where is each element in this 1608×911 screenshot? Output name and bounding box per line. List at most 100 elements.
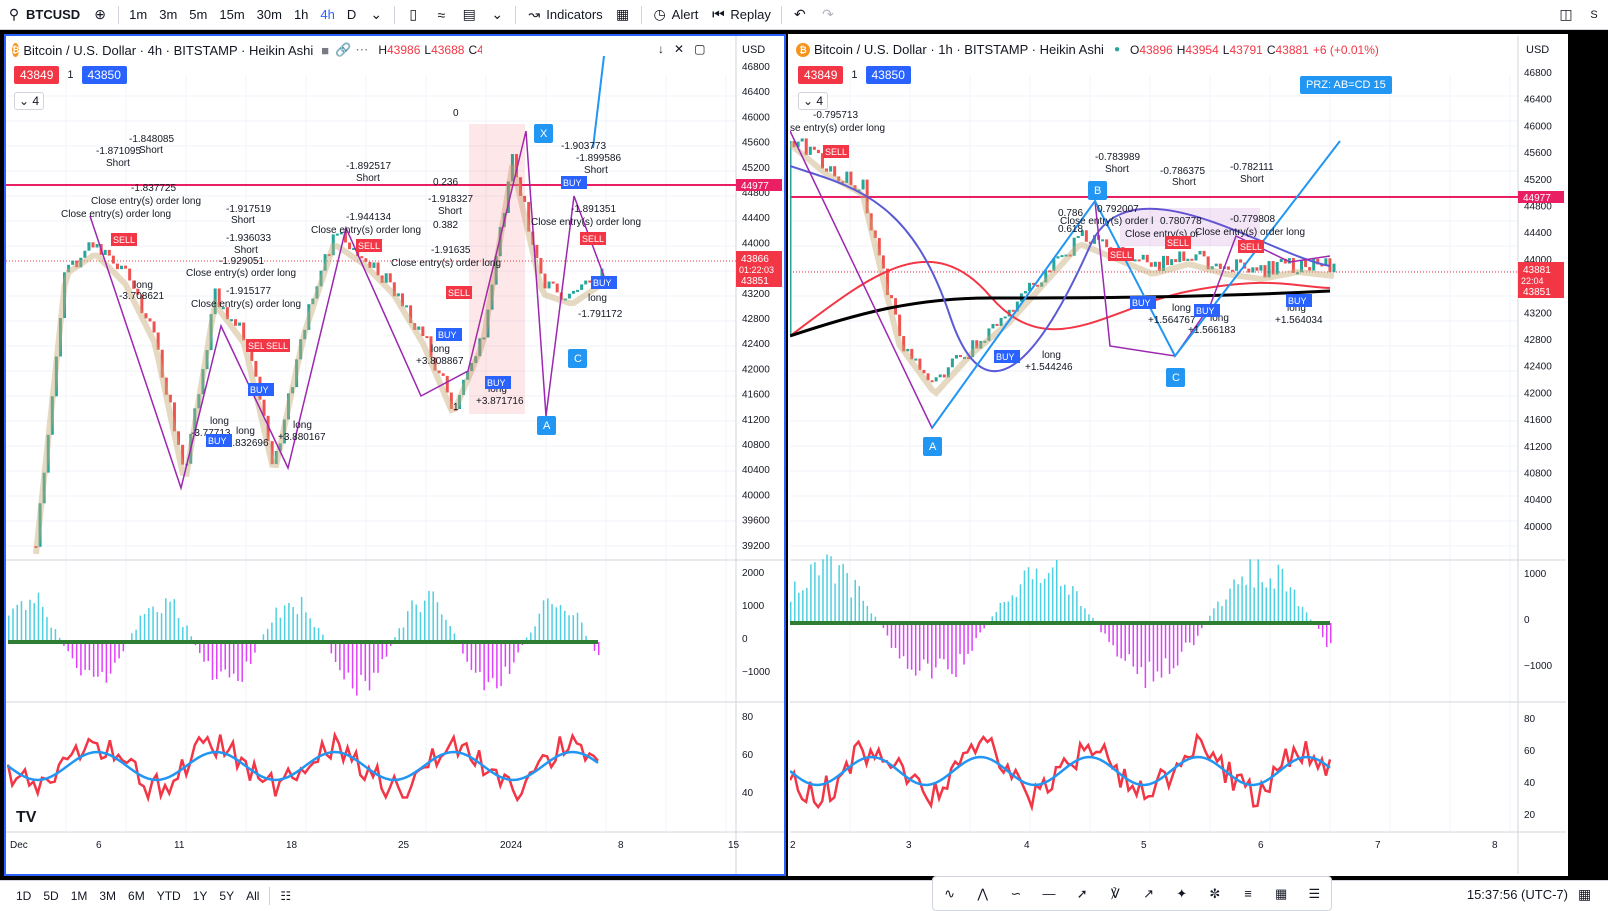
price-tick-label: 40800 bbox=[1524, 469, 1552, 480]
chart-type-line[interactable]: ≈ bbox=[427, 0, 455, 30]
maximize-icon[interactable]: ▢ bbox=[694, 42, 706, 56]
date-range-button[interactable]: ☷ bbox=[274, 889, 297, 903]
heikin-ashi-candle bbox=[262, 399, 266, 416]
tradingview-logo: TV bbox=[16, 809, 37, 826]
bitcoin-icon: ₿ bbox=[796, 42, 810, 57]
signal-tag bbox=[1130, 296, 1156, 309]
right-chart-panel[interactable]: 46800 46400 46000 45600 45200 44800 44400 44000… bbox=[788, 34, 1568, 876]
trend-line-icon[interactable]: ➚ bbox=[1076, 885, 1088, 901]
alarm-clock-icon: ◷ bbox=[653, 6, 666, 22]
arrow-down-icon[interactable]: ↓ bbox=[658, 42, 664, 56]
divider bbox=[515, 5, 517, 24]
ray-icon[interactable]: ↗ bbox=[1143, 885, 1154, 901]
right-chart-canvas[interactable]: 4680046400460004560045200448004440044000… bbox=[790, 36, 1566, 874]
account-button[interactable]: S bbox=[1580, 0, 1608, 30]
link-icon[interactable]: 🔗 bbox=[335, 42, 352, 57]
macd-histogram-bar bbox=[8, 615, 10, 642]
horizontal-line-icon[interactable]: — bbox=[1042, 886, 1056, 901]
chart-type-candles[interactable]: ▯ bbox=[399, 0, 427, 30]
interval-dropdown[interactable]: ⌄ bbox=[362, 0, 390, 30]
heikin-ashi-candle bbox=[543, 273, 547, 289]
undo-button[interactable]: ↶ bbox=[786, 0, 814, 30]
eye-icon[interactable]: ■ bbox=[321, 42, 330, 58]
macd-histogram-bar bbox=[241, 642, 243, 682]
price-tick-label: 46000 bbox=[742, 112, 770, 123]
heikin-ashi-candle bbox=[930, 380, 934, 383]
left-indicator-toggle[interactable]: ⌄ 4 bbox=[14, 92, 45, 110]
heikin-ashi-candle bbox=[1048, 270, 1052, 273]
menu-icon[interactable]: ☰ bbox=[1308, 885, 1321, 901]
buy-price-button[interactable]: 43850 bbox=[81, 66, 127, 84]
signal-tag-text: BUY bbox=[487, 378, 506, 388]
range-1d[interactable]: 1D bbox=[16, 889, 32, 903]
macd-histogram-bar bbox=[254, 642, 256, 653]
macd-histogram-bar bbox=[46, 617, 48, 642]
sell-price-button[interactable]: 43849 bbox=[798, 66, 844, 84]
buy-price-button[interactable]: 43850 bbox=[865, 66, 911, 84]
pitchfork-icon[interactable]: ℣ bbox=[1110, 885, 1120, 901]
interval-30m[interactable]: 30m bbox=[256, 7, 282, 22]
heikin-ashi-candle bbox=[1032, 282, 1036, 285]
key-level-tag-text: 44977 bbox=[1523, 193, 1551, 204]
range-3m[interactable]: 3M bbox=[99, 889, 117, 903]
heikin-ashi-candle bbox=[172, 402, 176, 432]
price-tick-label: 42400 bbox=[742, 339, 770, 350]
macd-histogram-bar bbox=[343, 642, 345, 680]
right-currency-label[interactable]: USD bbox=[1526, 44, 1550, 56]
elliott-wave-icon[interactable]: ∿ bbox=[944, 885, 956, 901]
fib-spiral-icon[interactable]: ✼ bbox=[1209, 885, 1221, 901]
right-indicator-toggle[interactable]: ⌄ 4 bbox=[798, 92, 829, 110]
macd-histogram-bar bbox=[1047, 573, 1050, 623]
xabcd-pattern-icon[interactable]: ✦ bbox=[1176, 885, 1188, 901]
abc-pattern-icon[interactable]: ⋀ bbox=[977, 885, 989, 901]
interval-1m[interactable]: 1m bbox=[129, 7, 148, 22]
redo-button[interactable]: ↷ bbox=[814, 0, 842, 30]
layouts-button[interactable]: ▦ bbox=[609, 0, 637, 30]
left-chart-title[interactable]: Bitcoin / U.S. Dollar · 4h · BITSTAMP · … bbox=[23, 42, 314, 58]
range-1m[interactable]: 1M bbox=[70, 889, 88, 903]
left-chart-panel[interactable]: 46800 46400 46000 45600 45200 44800 44400 44000… bbox=[4, 34, 786, 876]
right-chart-title[interactable]: Bitcoin / U.S. Dollar · 1h · BITSTAMP · … bbox=[814, 42, 1104, 57]
interval-D[interactable]: D bbox=[346, 7, 357, 22]
left-currency-label[interactable]: USD bbox=[742, 44, 766, 56]
clock-timezone[interactable]: 15:37:56 (UTC-7) bbox=[1466, 887, 1568, 902]
macd-histogram-bar bbox=[288, 602, 290, 642]
signal-tag bbox=[994, 350, 1020, 363]
range-5y[interactable]: 5Y bbox=[219, 889, 235, 903]
symbol-search[interactable]: ⚲ BTCUSD bbox=[0, 0, 86, 30]
range-1y[interactable]: 1Y bbox=[192, 889, 208, 903]
more-icon[interactable]: ⋯ bbox=[355, 42, 369, 57]
trade-annotation: Short bbox=[584, 165, 608, 176]
interval-1h[interactable]: 1h bbox=[293, 7, 309, 22]
heikin-ashi-candle bbox=[58, 318, 62, 357]
interval-4h[interactable]: 4h bbox=[320, 7, 335, 22]
settings-button[interactable]: ▦ bbox=[1578, 886, 1591, 903]
macd-histogram-bar bbox=[1192, 623, 1195, 646]
range-all[interactable]: All bbox=[246, 889, 260, 903]
indicators-button[interactable]: ↝ Indicators bbox=[520, 0, 608, 30]
range-ytd[interactable]: YTD bbox=[156, 889, 181, 903]
position-icon[interactable]: ▦ bbox=[1274, 885, 1288, 901]
interval-15m[interactable]: 15m bbox=[219, 7, 245, 22]
range-5d[interactable]: 5D bbox=[43, 889, 59, 903]
alert-button[interactable]: ◷ Alert bbox=[646, 0, 705, 30]
compare-button[interactable]: ⊕ bbox=[86, 0, 114, 30]
range-6m[interactable]: 6M bbox=[128, 889, 145, 903]
left-chart-canvas[interactable]: 4680046400460004560045200448004440044000… bbox=[6, 36, 784, 874]
replay-button[interactable]: ⏮ Replay bbox=[704, 0, 776, 30]
interval-5m[interactable]: 5m bbox=[189, 7, 208, 22]
heikin-ashi-candle bbox=[1101, 239, 1105, 242]
price-tick-label: 40000 bbox=[742, 490, 770, 501]
price-tick-label: 41200 bbox=[1524, 442, 1552, 453]
heikin-ashi-candle bbox=[482, 337, 486, 340]
macd-histogram-bar bbox=[1225, 599, 1227, 623]
layout-toggle-button[interactable]: ◫ bbox=[1552, 0, 1580, 30]
sell-price-button[interactable]: 43849 bbox=[14, 66, 60, 84]
price-tick-label: 42000 bbox=[742, 364, 770, 375]
close-icon[interactable]: ✕ bbox=[674, 42, 685, 56]
chart-type-dropdown[interactable]: ⌄ bbox=[483, 0, 511, 30]
curve-icon[interactable]: ∽ bbox=[1010, 885, 1022, 901]
fib-retracement-icon[interactable]: ≡ bbox=[1244, 886, 1252, 901]
chart-type-heikin[interactable]: ▤ bbox=[455, 0, 483, 30]
interval-3m[interactable]: 3m bbox=[159, 7, 178, 22]
